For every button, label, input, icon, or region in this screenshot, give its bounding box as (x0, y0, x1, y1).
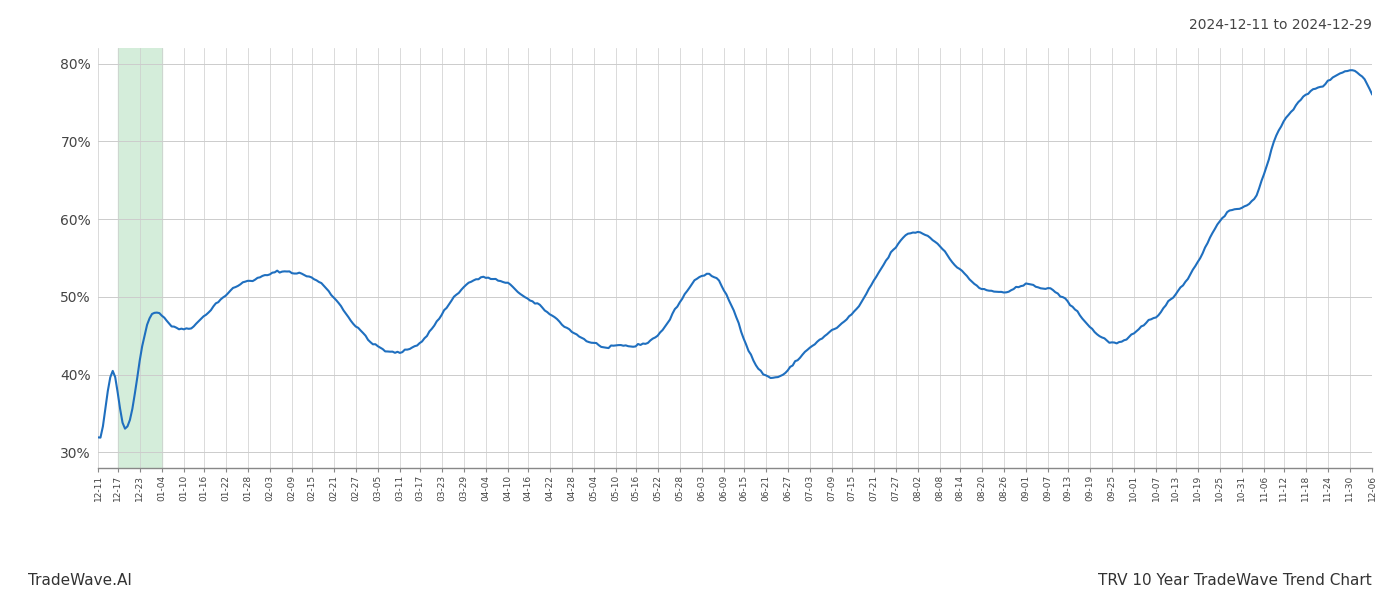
Bar (118, 48, 162, 468)
Text: 2024-12-11 to 2024-12-29: 2024-12-11 to 2024-12-29 (1189, 18, 1372, 32)
Text: TradeWave.AI: TradeWave.AI (28, 573, 132, 588)
Text: TRV 10 Year TradeWave Trend Chart: TRV 10 Year TradeWave Trend Chart (1098, 573, 1372, 588)
